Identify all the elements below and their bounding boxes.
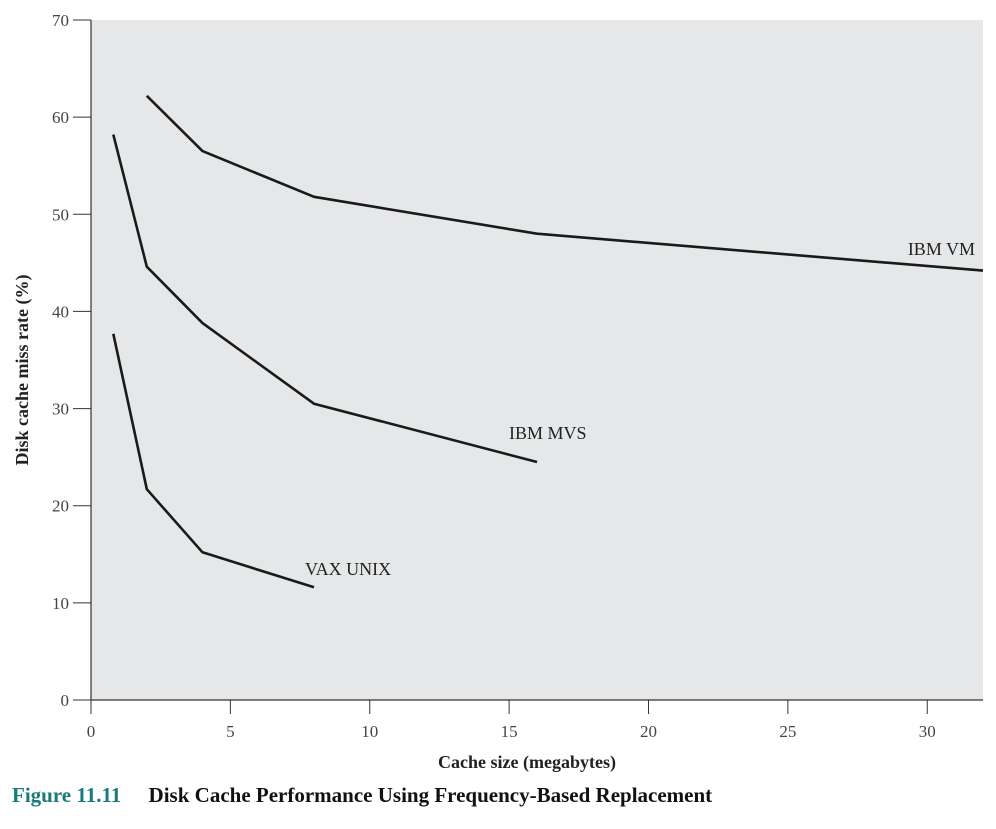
x-tick-label: 0 xyxy=(87,722,96,741)
x-tick-label: 30 xyxy=(919,722,936,741)
series-label-2: VAX UNIX xyxy=(305,559,391,579)
y-tick-label: 30 xyxy=(52,400,69,419)
x-tick-label: 15 xyxy=(501,722,518,741)
series-labels: IBM VM IBM MVS VAX UNIX xyxy=(305,239,975,579)
x-tick-label: 10 xyxy=(361,722,378,741)
figure-caption: Figure 11.11 Disk Cache Performance Usin… xyxy=(12,783,712,808)
chart: 0 10 20 30 40 50 60 70 0 5 10 15 20 25 30 IBM VM IBM MV… xyxy=(12,11,984,773)
y-tick-label: 60 xyxy=(52,108,69,127)
y-tick-label: 10 xyxy=(52,594,69,613)
y-axis-title: Disk cache miss rate (%) xyxy=(12,275,33,466)
series-label-0: IBM VM xyxy=(908,239,975,259)
y-tick-label: 70 xyxy=(52,11,69,30)
y-tick-label: 20 xyxy=(52,497,69,516)
y-tick-label: 40 xyxy=(52,302,69,321)
y-tick-label: 0 xyxy=(61,691,70,710)
figure-number: Figure 11.11 xyxy=(12,783,122,807)
x-tick-label: 20 xyxy=(640,722,657,741)
series-line-0 xyxy=(145,94,984,272)
x-tick-label: 25 xyxy=(779,722,796,741)
figure-title: Disk Cache Performance Using Frequency-B… xyxy=(148,783,713,807)
x-axis-title: Cache size (megabytes) xyxy=(438,752,616,773)
plot-background xyxy=(91,20,983,700)
x-tick-label: 5 xyxy=(226,722,235,741)
axes: 0 10 20 30 40 50 60 70 0 5 10 15 20 25 30 xyxy=(52,11,983,741)
y-tick-label: 50 xyxy=(52,205,69,224)
series-lines xyxy=(112,94,984,589)
series-line-2 xyxy=(112,333,315,589)
series-line-1 xyxy=(112,134,538,464)
series-label-1: IBM MVS xyxy=(509,423,587,443)
